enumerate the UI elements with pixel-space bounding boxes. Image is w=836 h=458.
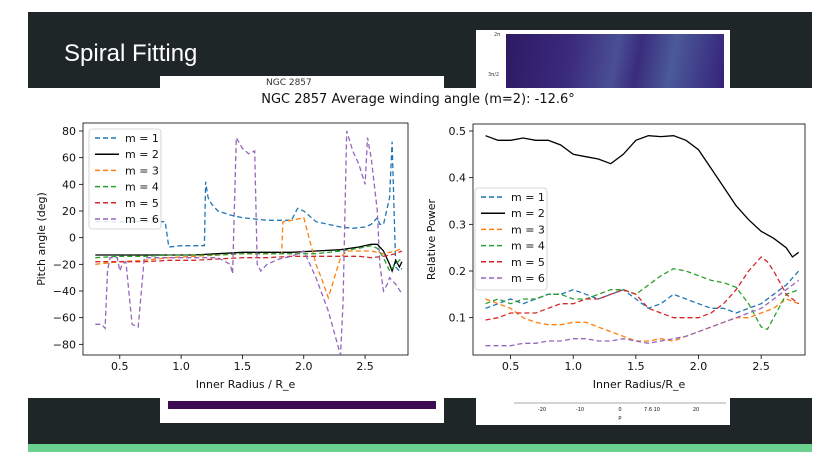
y-tick-label: −40 <box>53 285 76 298</box>
legend-label-m6: m = 6 <box>511 272 545 285</box>
series-line-m1 <box>95 141 403 272</box>
y-tick-label: 0.2 <box>449 265 467 278</box>
series-line-m4 <box>95 245 403 273</box>
slide-accent-bar <box>28 444 812 452</box>
inset-axis-label: p <box>618 415 621 421</box>
y-tick-label: −80 <box>53 338 76 351</box>
x-tick-label: 1.5 <box>627 360 645 373</box>
y-tick-label: 20 <box>62 205 76 218</box>
x-tick-label: 2.5 <box>752 360 770 373</box>
series-line-m6 <box>485 279 800 347</box>
legend-label-m2: m = 2 <box>125 148 159 161</box>
inset-axis-tick: 20 <box>693 407 699 413</box>
legend-label-m1: m = 1 <box>511 191 545 204</box>
x-tick-label: 1.0 <box>564 360 582 373</box>
y-tick-label: 0.1 <box>449 312 467 325</box>
x-axis-label: Inner Radius/R_e <box>593 378 686 391</box>
series-line-m1 <box>485 270 800 314</box>
inset-axis-svg: -20 -10 0 7.6 10 20 p <box>514 402 726 421</box>
inset-axis-panel: -20 -10 0 7.6 10 20 p <box>476 397 730 425</box>
inset-tick-2pi: 2π <box>494 32 501 38</box>
y-axis-label: Relative Power <box>425 198 438 280</box>
series-line-m2 <box>485 135 800 258</box>
inset-axis-tick: 7.6 10 <box>644 407 660 413</box>
y-tick-label: 40 <box>62 178 76 191</box>
slide-title: Spiral Fitting <box>64 40 198 67</box>
x-tick-label: 1.0 <box>172 360 190 373</box>
y-tick-label: −20 <box>53 258 76 271</box>
x-tick-label: 1.5 <box>234 360 252 373</box>
chart-title: NGC 2857 Average winding angle (m=2): -1… <box>261 92 575 107</box>
y-tick-label: 80 <box>62 125 76 138</box>
series-line-m3 <box>485 298 799 342</box>
inset-tick-3pi2: 3π/2 <box>488 72 500 78</box>
x-tick-label: 2.5 <box>356 360 374 373</box>
inset-axis-tick: -20 <box>538 407 546 413</box>
series-line-m3 <box>95 216 403 300</box>
series-line-m5 <box>95 250 403 263</box>
legend-label-m5: m = 5 <box>125 197 159 210</box>
x-axis-label: Inner Radius / R_e <box>196 378 296 391</box>
inset-image-caption: NGC 2857 <box>266 78 312 88</box>
x-tick-label: 0.5 <box>502 360 520 373</box>
y-tick-label: 60 <box>62 152 76 165</box>
x-tick-label: 2.0 <box>690 360 708 373</box>
series-line-m6 <box>95 130 403 355</box>
inset-image-panel <box>160 76 444 90</box>
inset-axis-tick: -10 <box>576 407 584 413</box>
y-tick-label: 0.3 <box>449 218 467 231</box>
legend-label-m4: m = 4 <box>511 240 545 253</box>
y-axis-label: Pitch angle (deg) <box>35 192 48 286</box>
x-tick-label: 0.5 <box>111 360 129 373</box>
legend-label-m3: m = 3 <box>125 164 159 177</box>
inset-colorbar-strip <box>168 401 436 409</box>
legend-label-m5: m = 5 <box>511 256 545 269</box>
y-tick-label: 0 <box>69 232 76 245</box>
series-line-m2 <box>95 243 403 273</box>
y-tick-label: 0.4 <box>449 172 467 185</box>
legend-label-m4: m = 4 <box>125 181 159 194</box>
y-tick-label: −60 <box>53 312 76 325</box>
y-tick-label: 0.5 <box>449 125 467 138</box>
legend-label-m6: m = 6 <box>125 213 159 226</box>
inset-phase-heatmap <box>506 34 724 90</box>
legend-label-m2: m = 2 <box>511 207 545 220</box>
inset-axis-tick: 0 <box>618 407 621 413</box>
legend-label-m1: m = 1 <box>125 132 159 145</box>
legend-label-m3: m = 3 <box>511 223 545 236</box>
series-line-m4 <box>485 268 799 331</box>
x-tick-label: 2.0 <box>295 360 313 373</box>
